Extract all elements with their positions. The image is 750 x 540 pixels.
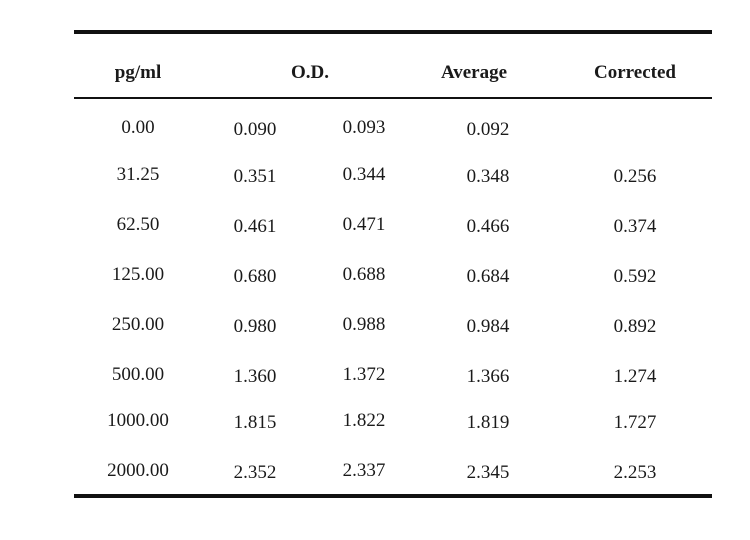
- data-table: pg/ml O.D. Average Corrected 0.00 0.090 0.…: [74, 30, 712, 498]
- cell-concentration: 62.50: [116, 214, 160, 235]
- cell-concentration: 250.00: [111, 314, 165, 335]
- table-bottom-rule: [74, 494, 712, 498]
- header-concentration: pg/ml: [114, 62, 162, 83]
- cell-average: 2.345: [466, 462, 510, 483]
- cell-concentration: 31.25: [116, 164, 160, 185]
- cell-od-reading-2: 0.988: [342, 314, 386, 335]
- cell-od-reading-1: 0.980: [233, 316, 277, 337]
- cell-corrected: 2.253: [613, 462, 657, 483]
- cell-average: 1.366: [466, 366, 510, 387]
- cell-corrected: 1.274: [613, 366, 657, 387]
- cell-concentration: 2000.00: [107, 460, 169, 481]
- cell-corrected: 0.374: [613, 216, 657, 237]
- cell-average: 0.684: [466, 266, 510, 287]
- header-od: O.D.: [291, 62, 329, 83]
- cell-od-reading-1: 0.351: [233, 166, 277, 187]
- cell-average: 0.092: [466, 119, 510, 140]
- cell-od-reading-2: 1.822: [342, 410, 386, 431]
- cell-corrected: 0.892: [613, 316, 657, 337]
- cell-concentration: 1000.00: [107, 410, 169, 431]
- cell-od-reading-1: 0.680: [233, 266, 277, 287]
- cell-od-reading-2: 0.471: [342, 214, 386, 235]
- cell-od-reading-1: 0.461: [233, 216, 277, 237]
- cell-od-reading-2: 1.372: [342, 364, 386, 385]
- cell-od-reading-1: 0.090: [233, 119, 277, 140]
- header-corrected: Corrected: [594, 62, 676, 83]
- cell-od-reading-2: 0.344: [342, 164, 386, 185]
- header-average: Average: [440, 62, 508, 83]
- table-header-rule: [74, 97, 712, 99]
- cell-od-reading-2: 0.093: [342, 117, 386, 138]
- cell-concentration: 500.00: [111, 364, 165, 385]
- cell-od-reading-2: 0.688: [342, 264, 386, 285]
- cell-corrected: 0.592: [613, 266, 657, 287]
- cell-concentration: 125.00: [111, 264, 165, 285]
- cell-average: 0.348: [466, 166, 510, 187]
- cell-corrected: 1.727: [613, 412, 657, 433]
- cell-corrected: 0.256: [613, 166, 657, 187]
- cell-od-reading-1: 1.360: [233, 366, 277, 387]
- cell-od-reading-2: 2.337: [342, 460, 386, 481]
- table-top-rule: [74, 30, 712, 34]
- cell-concentration: 0.00: [121, 117, 155, 138]
- cell-average: 1.819: [466, 412, 510, 433]
- cell-average: 0.466: [466, 216, 510, 237]
- cell-od-reading-1: 2.352: [233, 462, 277, 483]
- cell-average: 0.984: [466, 316, 510, 337]
- cell-od-reading-1: 1.815: [233, 412, 277, 433]
